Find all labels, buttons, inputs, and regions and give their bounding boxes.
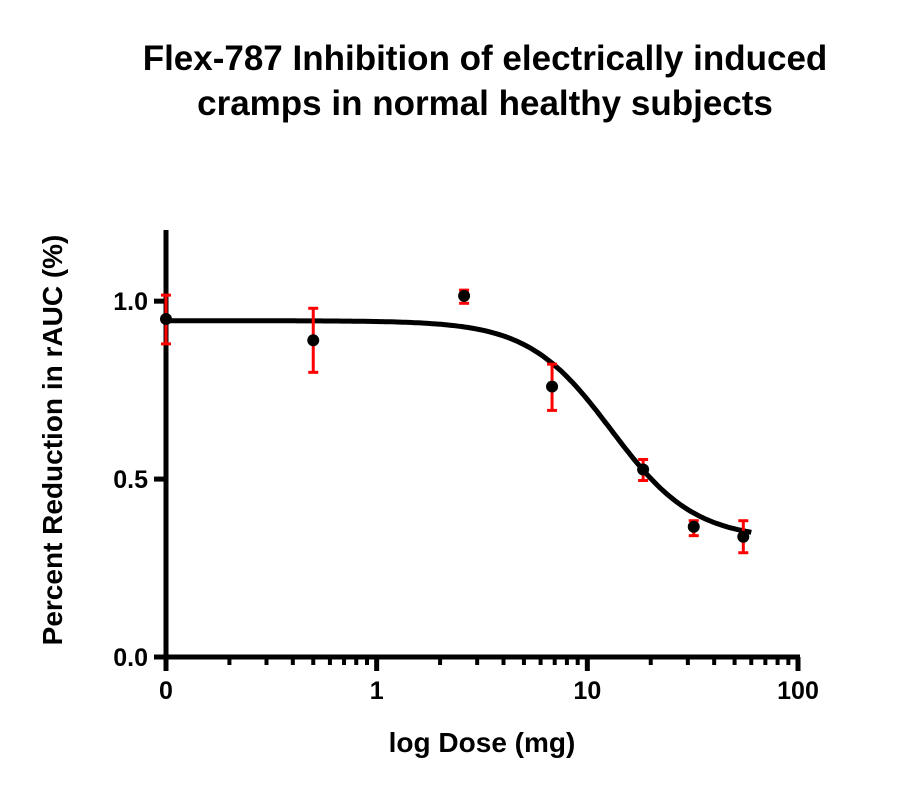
x-tick-label: 1 [370, 677, 384, 705]
x-tick-label: 0 [159, 677, 173, 705]
y-tick-label: 0.0 [113, 644, 148, 672]
chart-title-line-1: Flex-787 Inhibition of electrically indu… [143, 39, 828, 78]
data-point [687, 520, 700, 533]
fit-curve [166, 318, 752, 535]
x-axis-label: log Dose (mg) [389, 727, 576, 758]
chart-title-line-2: cramps in normal healthy subjects [197, 84, 773, 123]
data-point [160, 312, 172, 325]
x-tick-label: 100 [777, 677, 819, 705]
data-point [458, 289, 471, 302]
y-axis-label: Percent Reduction in rAUC (%) [37, 235, 68, 646]
y-tick-label: 1.0 [113, 288, 148, 316]
y-tick-label: 0.5 [113, 466, 148, 494]
data-point [637, 463, 650, 476]
data-point [737, 530, 750, 543]
x-tick-label: 10 [573, 677, 601, 705]
data-point [546, 380, 559, 393]
data-point [307, 334, 320, 347]
